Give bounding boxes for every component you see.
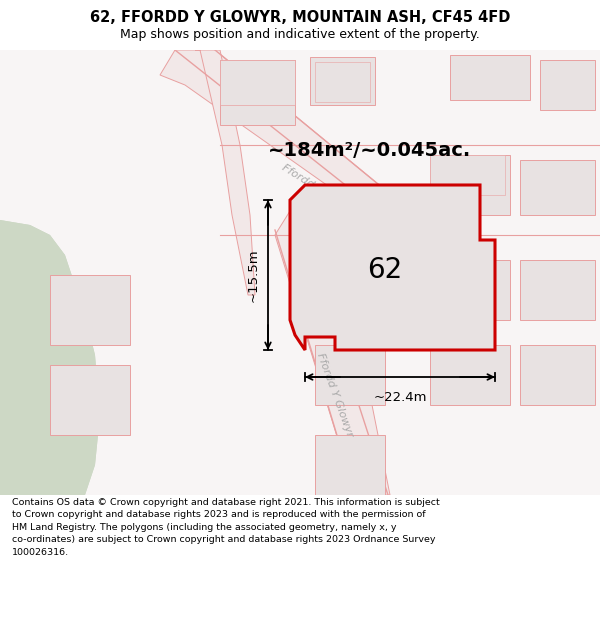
Text: Ffordd Y Glowyr: Ffordd Y Glowyr [315, 352, 355, 438]
Polygon shape [195, 50, 255, 295]
Bar [520, 345, 595, 405]
Bar [315, 62, 370, 102]
Bar [430, 155, 505, 195]
Text: Map shows position and indicative extent of the property.: Map shows position and indicative extent… [120, 28, 480, 41]
Polygon shape [0, 50, 100, 495]
Bar [430, 260, 510, 320]
Bar [540, 60, 595, 110]
Text: ~15.5m: ~15.5m [247, 248, 260, 302]
Bar [315, 255, 385, 315]
Text: ~22.4m: ~22.4m [373, 391, 427, 404]
Bar [315, 435, 385, 495]
Text: 62: 62 [367, 256, 403, 284]
Bar [50, 365, 130, 435]
Bar [315, 345, 385, 405]
Text: Ffordd Y Glowyr: Ffordd Y Glowyr [280, 162, 360, 217]
Bar [220, 60, 295, 105]
Text: ~184m²/~0.045ac.: ~184m²/~0.045ac. [268, 141, 472, 159]
Polygon shape [290, 185, 495, 350]
Bar [310, 57, 375, 105]
Bar [520, 260, 595, 320]
Bar [50, 275, 130, 345]
Bar [220, 60, 295, 125]
Bar [520, 160, 595, 215]
Bar [450, 55, 530, 100]
Bar [430, 345, 510, 405]
Polygon shape [0, 50, 100, 495]
Polygon shape [160, 50, 440, 265]
Polygon shape [275, 195, 390, 495]
Text: Contains OS data © Crown copyright and database right 2021. This information is : Contains OS data © Crown copyright and d… [12, 498, 440, 556]
Bar [430, 155, 510, 215]
Text: 62, FFORDD Y GLOWYR, MOUNTAIN ASH, CF45 4FD: 62, FFORDD Y GLOWYR, MOUNTAIN ASH, CF45 … [90, 10, 510, 25]
